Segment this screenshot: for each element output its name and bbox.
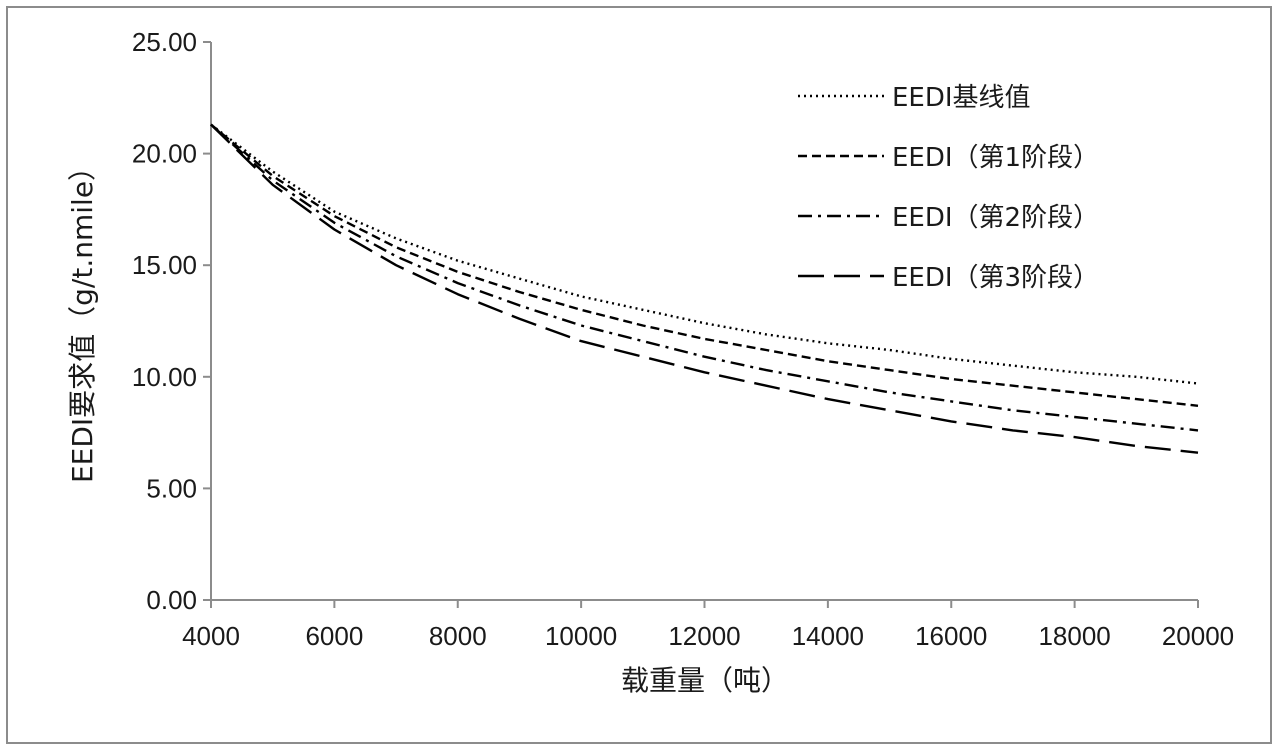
legend-item: EEDI（第2阶段） — [798, 203, 1099, 233]
y-axis-title: EEDI要求值（g/t.nmile） — [66, 153, 99, 483]
series-line — [210, 123, 1199, 407]
legend-label: EEDI（第3阶段） — [892, 263, 1099, 293]
x-tick-label: 10000 — [545, 621, 617, 651]
x-tick-label: 16000 — [915, 621, 987, 651]
y-tick-label: 5.00 — [146, 473, 197, 503]
y-tick-label: 15.00 — [132, 250, 197, 280]
axes — [210, 42, 1198, 601]
legend-label: EEDI基线值 — [892, 83, 1031, 113]
x-tick-label: 14000 — [792, 621, 864, 651]
x-tick-label: 4000 — [182, 621, 240, 651]
legend-item: EEDI（第3阶段） — [798, 263, 1099, 293]
legend-item: EEDI（第1阶段） — [798, 143, 1099, 173]
x-tick-label: 20000 — [1162, 621, 1234, 651]
series-line — [210, 123, 1199, 385]
x-tick-label: 8000 — [429, 621, 487, 651]
y-tick-label: 0.00 — [146, 585, 197, 615]
y-ticks: 0.00 5.00 10.00 15.00 20.00 25.00 — [132, 27, 211, 615]
series-line — [210, 123, 1199, 432]
x-tick-label: 6000 — [305, 621, 363, 651]
legend-label: EEDI（第1阶段） — [892, 143, 1099, 173]
series-line — [210, 123, 1199, 454]
y-tick-label: 25.00 — [132, 27, 197, 57]
x-axis-title: 载重量（吨） — [621, 664, 789, 697]
x-tick-label: 18000 — [1038, 621, 1110, 651]
y-tick-label: 10.00 — [132, 362, 197, 392]
legend-item: EEDI基线值 — [798, 83, 1031, 113]
x-tick-label: 12000 — [668, 621, 740, 651]
series-lines — [210, 123, 1199, 454]
legend-label: EEDI（第2阶段） — [892, 203, 1099, 233]
x-ticks: 4000 6000 8000 10000 12000 14000 16000 18000 200… — [182, 600, 1234, 651]
legend: EEDI基线值 EEDI（第1阶段） EEDI（第2阶段） EEDI（第3阶段） — [798, 83, 1099, 293]
y-tick-label: 20.00 — [132, 139, 197, 169]
